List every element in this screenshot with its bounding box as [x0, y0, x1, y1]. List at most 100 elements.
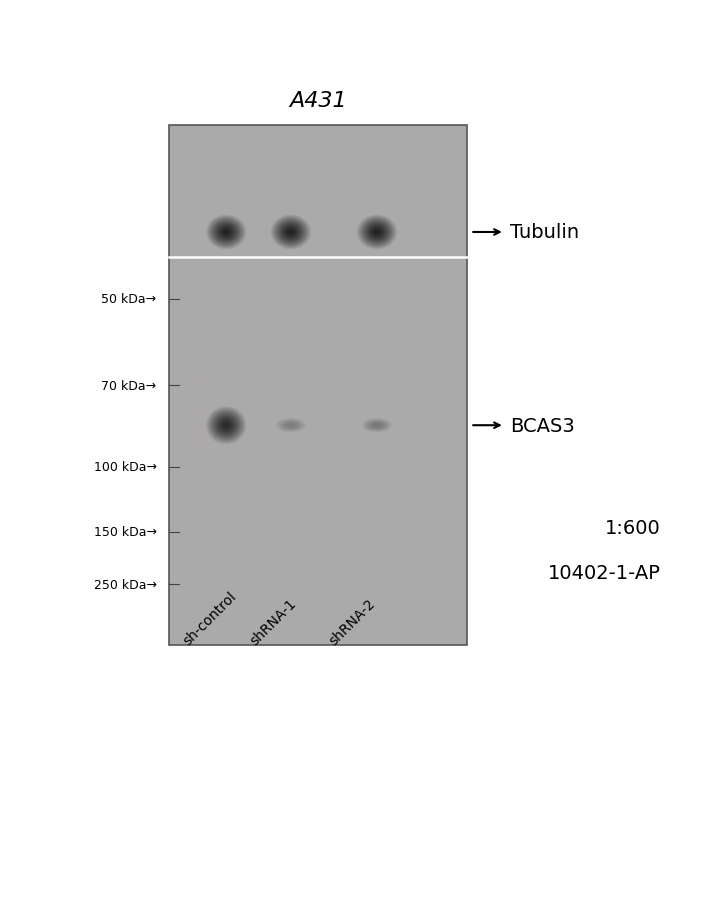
Ellipse shape: [365, 223, 388, 243]
Ellipse shape: [363, 220, 391, 245]
Ellipse shape: [286, 424, 295, 428]
Ellipse shape: [368, 422, 386, 429]
Text: WWW.PGLB.COM: WWW.PGLB.COM: [200, 373, 209, 448]
Ellipse shape: [362, 419, 392, 433]
Ellipse shape: [287, 230, 294, 235]
Ellipse shape: [358, 216, 396, 249]
Ellipse shape: [281, 224, 301, 242]
Ellipse shape: [284, 423, 297, 428]
Ellipse shape: [225, 425, 228, 427]
Ellipse shape: [223, 230, 229, 235]
Ellipse shape: [371, 423, 383, 428]
Ellipse shape: [215, 416, 237, 436]
Ellipse shape: [222, 422, 230, 429]
Ellipse shape: [214, 414, 238, 437]
Ellipse shape: [357, 216, 397, 250]
Ellipse shape: [206, 216, 246, 250]
Ellipse shape: [271, 216, 311, 250]
Ellipse shape: [275, 219, 307, 246]
Ellipse shape: [372, 423, 382, 428]
Ellipse shape: [276, 220, 306, 245]
Ellipse shape: [368, 226, 386, 240]
Ellipse shape: [210, 411, 242, 440]
Ellipse shape: [221, 420, 231, 431]
Ellipse shape: [225, 425, 227, 427]
Ellipse shape: [270, 215, 312, 251]
Ellipse shape: [279, 420, 303, 431]
Ellipse shape: [370, 423, 383, 428]
Ellipse shape: [223, 423, 229, 428]
Ellipse shape: [375, 231, 379, 235]
Ellipse shape: [214, 223, 238, 243]
Ellipse shape: [205, 406, 247, 446]
Ellipse shape: [212, 412, 241, 439]
Ellipse shape: [283, 226, 299, 239]
Ellipse shape: [211, 411, 241, 440]
Ellipse shape: [371, 423, 383, 428]
Ellipse shape: [223, 230, 230, 235]
Ellipse shape: [273, 217, 309, 248]
Ellipse shape: [362, 419, 392, 433]
Ellipse shape: [376, 425, 378, 427]
Ellipse shape: [217, 417, 236, 435]
Text: 70 kDa→: 70 kDa→: [101, 380, 157, 392]
Text: 150 kDa→: 150 kDa→: [93, 526, 157, 538]
Ellipse shape: [217, 225, 236, 241]
Ellipse shape: [225, 232, 228, 234]
Ellipse shape: [209, 217, 243, 248]
Ellipse shape: [281, 225, 300, 241]
Ellipse shape: [286, 229, 295, 236]
Ellipse shape: [281, 421, 301, 430]
Ellipse shape: [358, 216, 396, 249]
Ellipse shape: [218, 418, 235, 434]
Ellipse shape: [375, 425, 379, 427]
Ellipse shape: [218, 418, 235, 434]
Ellipse shape: [289, 425, 293, 427]
Ellipse shape: [285, 227, 297, 238]
Ellipse shape: [210, 410, 243, 442]
Ellipse shape: [277, 221, 304, 244]
Ellipse shape: [375, 425, 379, 427]
Ellipse shape: [368, 421, 386, 430]
Ellipse shape: [215, 224, 237, 242]
Ellipse shape: [288, 230, 294, 235]
Ellipse shape: [284, 423, 297, 428]
Ellipse shape: [364, 420, 390, 431]
Ellipse shape: [218, 419, 234, 433]
Ellipse shape: [364, 221, 390, 244]
Ellipse shape: [210, 219, 242, 246]
Ellipse shape: [224, 231, 228, 235]
Ellipse shape: [276, 419, 306, 433]
Ellipse shape: [289, 425, 293, 427]
Ellipse shape: [212, 220, 241, 245]
Ellipse shape: [225, 231, 228, 235]
Ellipse shape: [376, 231, 378, 235]
Ellipse shape: [216, 224, 236, 242]
Ellipse shape: [205, 215, 247, 251]
Ellipse shape: [221, 228, 231, 237]
Ellipse shape: [368, 225, 386, 241]
Ellipse shape: [220, 227, 233, 238]
Ellipse shape: [279, 420, 302, 431]
Ellipse shape: [278, 221, 304, 244]
Ellipse shape: [369, 422, 385, 429]
Ellipse shape: [220, 227, 232, 238]
Ellipse shape: [289, 231, 293, 235]
Ellipse shape: [367, 421, 387, 430]
Ellipse shape: [365, 223, 389, 243]
Ellipse shape: [209, 410, 243, 442]
Ellipse shape: [221, 421, 231, 430]
Ellipse shape: [363, 419, 391, 432]
Ellipse shape: [371, 227, 383, 238]
Ellipse shape: [368, 225, 386, 241]
Ellipse shape: [284, 227, 297, 238]
Ellipse shape: [280, 224, 302, 242]
Ellipse shape: [224, 423, 228, 428]
Ellipse shape: [284, 422, 298, 429]
Ellipse shape: [276, 220, 305, 245]
Ellipse shape: [373, 424, 381, 428]
Ellipse shape: [213, 413, 239, 438]
Ellipse shape: [208, 217, 244, 248]
Ellipse shape: [362, 220, 392, 245]
Ellipse shape: [216, 416, 236, 436]
